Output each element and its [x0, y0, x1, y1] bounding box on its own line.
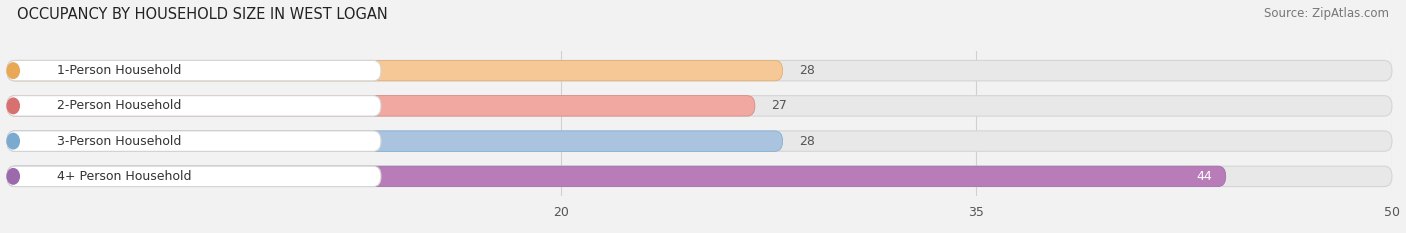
FancyBboxPatch shape — [7, 96, 1392, 116]
FancyBboxPatch shape — [7, 131, 381, 151]
FancyBboxPatch shape — [7, 166, 1226, 187]
FancyBboxPatch shape — [7, 60, 1392, 81]
Text: 27: 27 — [772, 99, 787, 112]
FancyBboxPatch shape — [7, 166, 381, 187]
FancyBboxPatch shape — [7, 131, 1392, 151]
Circle shape — [7, 133, 20, 149]
Text: Source: ZipAtlas.com: Source: ZipAtlas.com — [1264, 7, 1389, 20]
FancyBboxPatch shape — [7, 60, 783, 81]
Text: 2-Person Household: 2-Person Household — [56, 99, 181, 112]
FancyBboxPatch shape — [7, 96, 381, 116]
FancyBboxPatch shape — [7, 166, 1392, 187]
Circle shape — [7, 98, 20, 114]
Text: 44: 44 — [1197, 170, 1212, 183]
Text: 3-Person Household: 3-Person Household — [56, 135, 181, 148]
FancyBboxPatch shape — [7, 60, 381, 81]
Circle shape — [7, 169, 20, 184]
Text: 4+ Person Household: 4+ Person Household — [56, 170, 191, 183]
Text: 28: 28 — [799, 64, 815, 77]
Circle shape — [7, 63, 20, 78]
Text: 1-Person Household: 1-Person Household — [56, 64, 181, 77]
Text: 28: 28 — [799, 135, 815, 148]
FancyBboxPatch shape — [7, 96, 755, 116]
Text: OCCUPANCY BY HOUSEHOLD SIZE IN WEST LOGAN: OCCUPANCY BY HOUSEHOLD SIZE IN WEST LOGA… — [17, 7, 388, 22]
FancyBboxPatch shape — [7, 131, 783, 151]
